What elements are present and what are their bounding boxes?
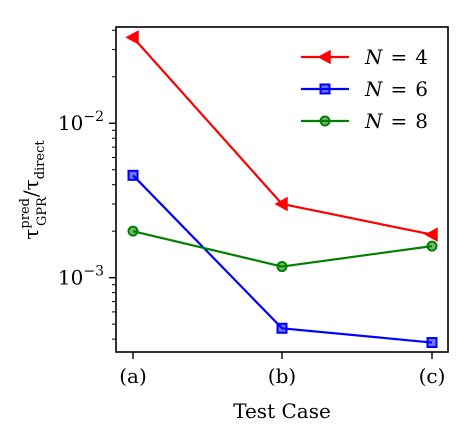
y-tick-label: 10−2 <box>58 109 104 135</box>
legend-label-variable: N <box>364 109 384 133</box>
y-tick-label-base: 10 <box>58 266 83 290</box>
x-axis: (a) (b) (c) <box>119 352 445 388</box>
legend-label-variable: N <box>364 77 384 101</box>
legend-label: N = 4 <box>364 45 428 69</box>
legend-label-value: 8 <box>415 109 428 133</box>
legend-label-value: 4 <box>415 45 428 69</box>
data-point <box>125 30 139 45</box>
data-point <box>426 240 438 252</box>
x-axis-label: Test Case <box>233 399 331 423</box>
legend-label-equals: = <box>391 77 408 101</box>
legend-label: N = 8 <box>364 109 428 133</box>
data-marks <box>125 30 438 349</box>
data-point <box>276 261 288 273</box>
legend-label-value: 6 <box>415 77 428 101</box>
data-point <box>276 322 288 334</box>
x-tick-label: (b) <box>268 364 296 388</box>
data-point <box>426 337 438 349</box>
data-point <box>127 225 139 237</box>
y-tick-label: 10−3 <box>58 264 104 290</box>
plot-frame <box>115 26 449 353</box>
y-tick-label-exponent: −2 <box>83 109 104 125</box>
y-tick-label-base: 10 <box>58 111 83 135</box>
legend-label-equals: = <box>391 45 408 69</box>
data-point <box>274 196 288 212</box>
legend: N = 4 N = 6 N = 8 <box>301 45 428 133</box>
legend-marker <box>319 115 331 127</box>
y-axis-label: τpred GPR/τdirect <box>18 140 50 240</box>
y-tick-label-exponent: −3 <box>83 264 104 280</box>
legend-label: N = 6 <box>364 77 428 101</box>
data-point <box>424 227 438 242</box>
x-tick-label: (c) <box>419 364 446 388</box>
x-tick-label: (a) <box>119 364 147 388</box>
legend-marker <box>317 49 331 65</box>
legend-label-equals: = <box>391 109 408 133</box>
y-axis: 10−210−3 <box>58 29 116 340</box>
legend-marker <box>319 83 331 95</box>
data-point <box>127 169 139 181</box>
legend-label-variable: N <box>364 45 384 69</box>
